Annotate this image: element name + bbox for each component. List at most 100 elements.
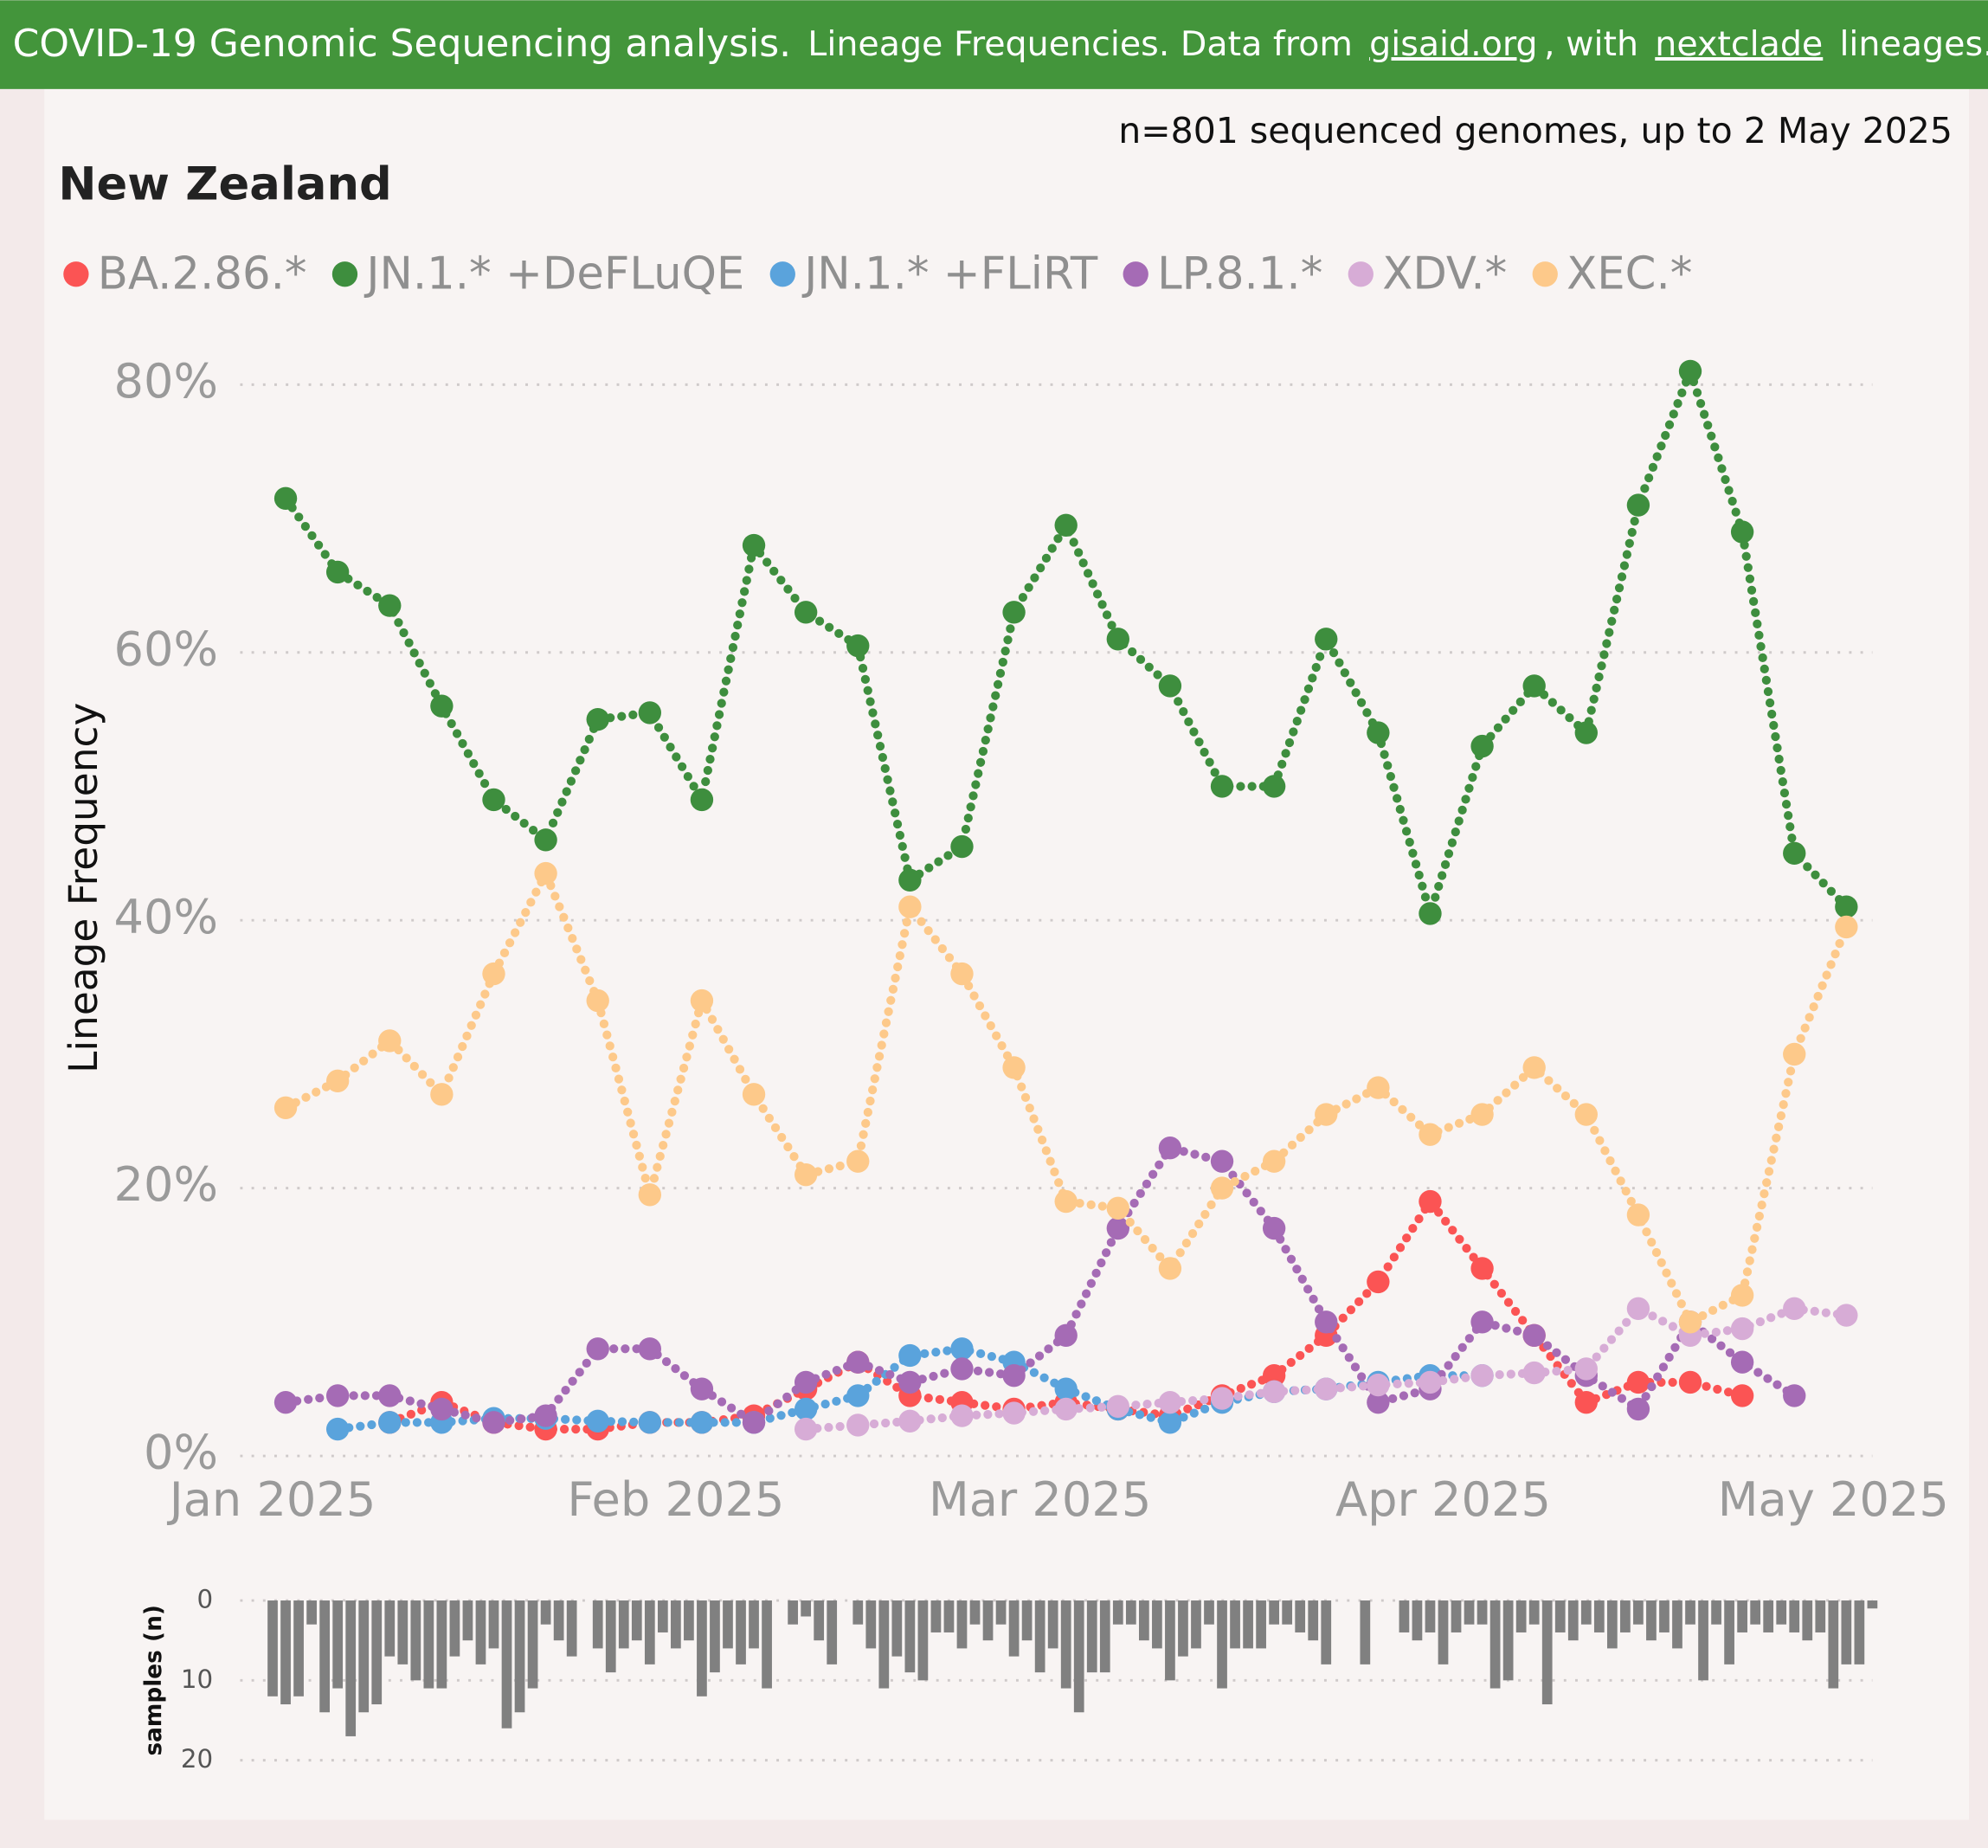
chart-title: New Zealand: [58, 158, 391, 210]
bar: [1554, 1600, 1566, 1632]
data-point: [742, 1083, 766, 1106]
data-point: [1470, 1364, 1494, 1388]
bar: [293, 1600, 304, 1697]
data-point: [1522, 1056, 1546, 1079]
data-point: [1783, 1042, 1806, 1066]
data-point: [378, 594, 402, 617]
legend-marker: [331, 261, 358, 287]
data-point: [1262, 1216, 1286, 1240]
data-point: [1419, 1189, 1442, 1214]
data-point: [1626, 1397, 1650, 1421]
data-point: [898, 1409, 922, 1433]
bar: [267, 1600, 278, 1697]
data-point: [846, 1149, 870, 1173]
data-point: [1783, 1384, 1806, 1407]
header-text: lineages. Source: [1839, 24, 1988, 64]
data-point: [430, 1083, 454, 1106]
data-point: [482, 962, 505, 986]
legend-label: XDV.*: [1382, 248, 1507, 300]
data-point: [846, 634, 870, 658]
bar: [345, 1600, 357, 1736]
data-point: [586, 1337, 609, 1361]
data-point: [273, 1390, 298, 1414]
bar: [1451, 1600, 1462, 1632]
bar: [1567, 1600, 1579, 1641]
data-point: [794, 601, 818, 624]
bar: [657, 1600, 668, 1632]
bar: [1217, 1600, 1227, 1689]
bar: [684, 1600, 694, 1641]
bar: [631, 1600, 642, 1641]
data-point: [1835, 1304, 1858, 1327]
bar: [1541, 1600, 1553, 1705]
bar: [1828, 1600, 1839, 1689]
data-point: [1262, 1380, 1286, 1403]
bar: [943, 1600, 955, 1632]
data-point: [690, 788, 714, 812]
bar: [1685, 1600, 1695, 1625]
data-point: [638, 701, 662, 724]
bar: [788, 1600, 798, 1625]
bar: [1464, 1600, 1475, 1625]
data-point: [1367, 1390, 1390, 1414]
bar: [697, 1600, 707, 1697]
data-point: [273, 486, 298, 511]
data-point: [273, 1096, 298, 1119]
bar: [1489, 1600, 1501, 1689]
legend-marker: [63, 261, 89, 287]
bar: [1528, 1600, 1540, 1625]
data-point: [1678, 1310, 1702, 1334]
data-point: [794, 1162, 818, 1187]
bar: [995, 1600, 1007, 1625]
data-point: [1002, 601, 1026, 624]
data-point: [1054, 513, 1078, 537]
bar: [671, 1600, 681, 1649]
data-point: [638, 1337, 662, 1361]
legend-marker: [1532, 261, 1558, 287]
data-point: [742, 533, 766, 557]
legend-marker: [769, 261, 795, 287]
data-point: [1626, 1370, 1650, 1394]
bar: [553, 1600, 564, 1641]
data-point: [1158, 1257, 1182, 1280]
bar: [1776, 1600, 1787, 1625]
bar: [501, 1600, 512, 1729]
data-point: [1054, 1323, 1078, 1347]
data-point: [1106, 628, 1129, 651]
data-point: [1315, 1310, 1338, 1334]
data-point: [378, 1029, 402, 1053]
data-point: [1730, 520, 1754, 544]
data-point: [690, 988, 714, 1013]
data-point: [534, 828, 557, 852]
panel: [44, 88, 1970, 1820]
subtitle: n=801 sequenced genomes, up to 2 May 202…: [1118, 110, 1953, 151]
data-point: [1315, 1103, 1338, 1126]
data-point: [898, 868, 922, 892]
data-point: [950, 1337, 974, 1361]
bar: [1593, 1600, 1605, 1632]
legend-label: JN.1.* +FLiRT: [801, 248, 1098, 300]
bar: [1060, 1600, 1071, 1689]
bar: [749, 1600, 759, 1649]
y-tick-label: 0%: [144, 1426, 218, 1480]
header-link[interactable]: nextclade: [1655, 24, 1823, 64]
data-point: [1730, 1350, 1754, 1374]
series-line: [280, 1143, 1799, 1428]
data-point: [1835, 915, 1858, 939]
bar: [1737, 1600, 1747, 1632]
data-point: [1262, 1149, 1286, 1173]
x-tick-label: Jan 2025: [167, 1472, 376, 1527]
data-point: [1106, 1394, 1129, 1418]
data-point: [898, 1343, 922, 1368]
data-point: [1367, 721, 1390, 744]
bar: [1139, 1600, 1149, 1641]
bar: [1125, 1600, 1136, 1625]
data-point: [1574, 721, 1598, 744]
header-link[interactable]: gisaid.org: [1369, 24, 1537, 64]
bar: [371, 1600, 383, 1705]
data-point: [1730, 1284, 1754, 1307]
bar: [1606, 1600, 1618, 1649]
bar: [527, 1600, 538, 1689]
y-tick-label: 0: [196, 1585, 213, 1614]
